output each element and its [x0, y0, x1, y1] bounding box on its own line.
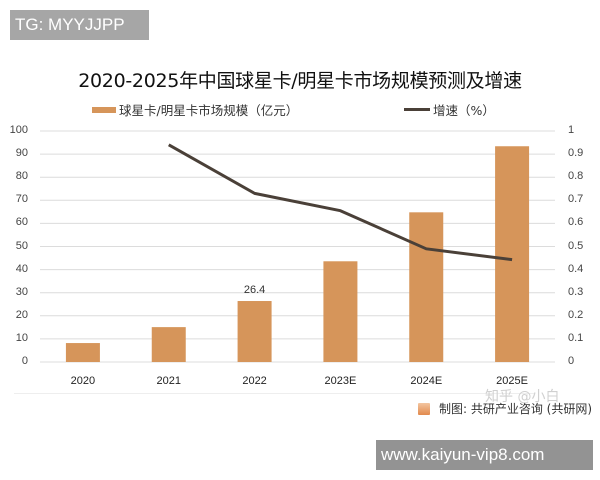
tg-watermark-badge: TG: MYYJJPP — [10, 10, 149, 40]
x-tick: 2022 — [242, 375, 267, 387]
bar-2023E — [323, 261, 358, 362]
source-text: 制图: 共研产业咨询 (共研网) — [439, 402, 593, 416]
divider — [14, 393, 534, 394]
y-tick-left: 30 — [15, 285, 28, 298]
x-tick: 2021 — [156, 375, 181, 387]
y-tick-left: 10 — [15, 331, 28, 344]
y-tick-right: 0.3 — [568, 285, 584, 298]
zhihu-watermark: 知乎 @小白 — [485, 389, 560, 405]
y-tick-right: 0.7 — [568, 193, 584, 206]
y-tick-left: 80 — [15, 170, 28, 183]
y-tick-left: 70 — [15, 193, 28, 206]
gridlines — [40, 130, 555, 363]
site-watermark-badge: www.kaiyun-vip8.com — [376, 440, 593, 470]
y-tick-right: 0.5 — [568, 239, 584, 252]
bar-data-label: 26.4 — [243, 284, 266, 297]
legend-item-growth-rate: 增速（%） — [404, 100, 495, 119]
y-tick-right: 0.8 — [568, 170, 584, 183]
legend-bar-swatch-icon — [92, 106, 116, 113]
source-note: 制图: 共研产业咨询 (共研网) — [418, 400, 592, 417]
y-tick-left: 40 — [15, 262, 28, 275]
bar-series — [65, 146, 530, 362]
y-tick-right: 0.1 — [568, 331, 584, 344]
y-tick-left: 100 — [9, 124, 28, 136]
y-tick-right: 0.6 — [568, 216, 584, 229]
y-tick-right: 0.9 — [568, 147, 584, 160]
y-tick-right: 0 — [568, 355, 575, 367]
y-tick-right: 0.2 — [568, 308, 584, 321]
legend-label-market-size: 球星卡/明星卡市场规模（亿元） — [119, 103, 299, 118]
legend-item-market-size: 球星卡/明星卡市场规模（亿元） — [92, 100, 298, 119]
x-tick: 2024E — [410, 375, 443, 387]
bar-2021 — [151, 327, 186, 362]
bar-2020 — [65, 343, 100, 362]
y-tick-left: 20 — [15, 308, 28, 321]
growth-rate-line — [168, 143, 513, 262]
y-tick-right: 1 — [568, 124, 575, 136]
x-tick: 2025E — [496, 375, 528, 387]
bar-2022 — [237, 301, 272, 362]
y-tick-left: 50 — [15, 239, 28, 252]
y-tick-right: 0.4 — [568, 262, 584, 275]
source-logo-icon — [418, 402, 430, 415]
chart-title: 2020-2025年中国球星卡/明星卡市场规模预测及增速 — [78, 70, 522, 92]
y-tick-left: 60 — [15, 216, 28, 229]
legend-line-swatch-icon — [404, 108, 430, 111]
bar-2024E — [409, 212, 444, 362]
x-tick: 2023E — [324, 375, 357, 387]
y-tick-left: 0 — [21, 355, 28, 367]
bar-2025E — [495, 146, 530, 362]
legend-label-growth-rate: 增速（%） — [433, 103, 495, 118]
x-tick: 2020 — [70, 375, 96, 387]
y-tick-left: 90 — [15, 147, 28, 160]
